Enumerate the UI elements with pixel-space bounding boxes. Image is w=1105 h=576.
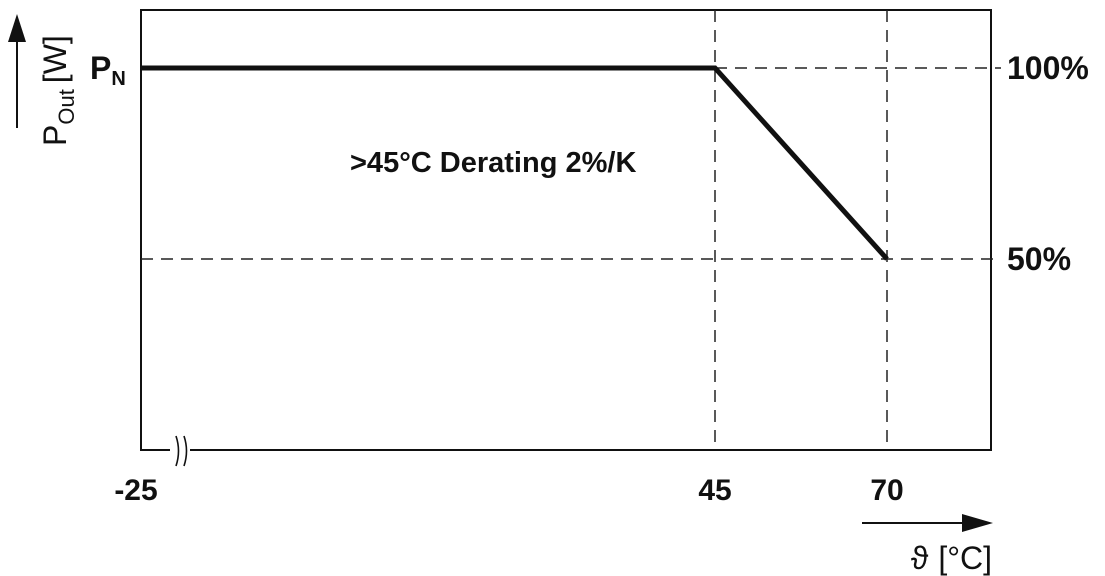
x-axis-label: ϑ [°C]: [911, 540, 992, 576]
y-axis-label-unit: [W]: [37, 35, 73, 83]
nominal-power-label: PN: [90, 50, 126, 90]
axis-break-mark: [170, 435, 190, 467]
x-axis-label-group: ϑ [°C]: [862, 514, 993, 576]
x-tick-label: 45: [698, 474, 731, 507]
x-tick-label: 70: [870, 474, 903, 507]
right-tick-label: 100%: [1007, 50, 1089, 86]
y-axis-label-group: POut [W]: [8, 14, 79, 146]
derating-annotation: >45°C Derating 2%/K: [350, 147, 636, 179]
x-axis-label-unit: [°C]: [938, 540, 992, 576]
right-tick-label: 50%: [1007, 241, 1071, 277]
y-axis-label-sub: Out: [54, 89, 79, 124]
nominal-power-sub: N: [111, 68, 125, 90]
x-tick-label: -25: [114, 474, 157, 507]
y-axis-label-main: P: [37, 125, 73, 146]
plot-frame: [140, 9, 992, 451]
x-axis-label-symbol: ϑ: [911, 540, 929, 576]
y-axis-label: POut [W]: [37, 35, 79, 146]
x-axis-arrow-head: [962, 514, 993, 532]
nominal-power-main: P: [90, 50, 111, 86]
derating-curve: [141, 65, 889, 261]
y-axis-arrow-head: [8, 14, 26, 42]
